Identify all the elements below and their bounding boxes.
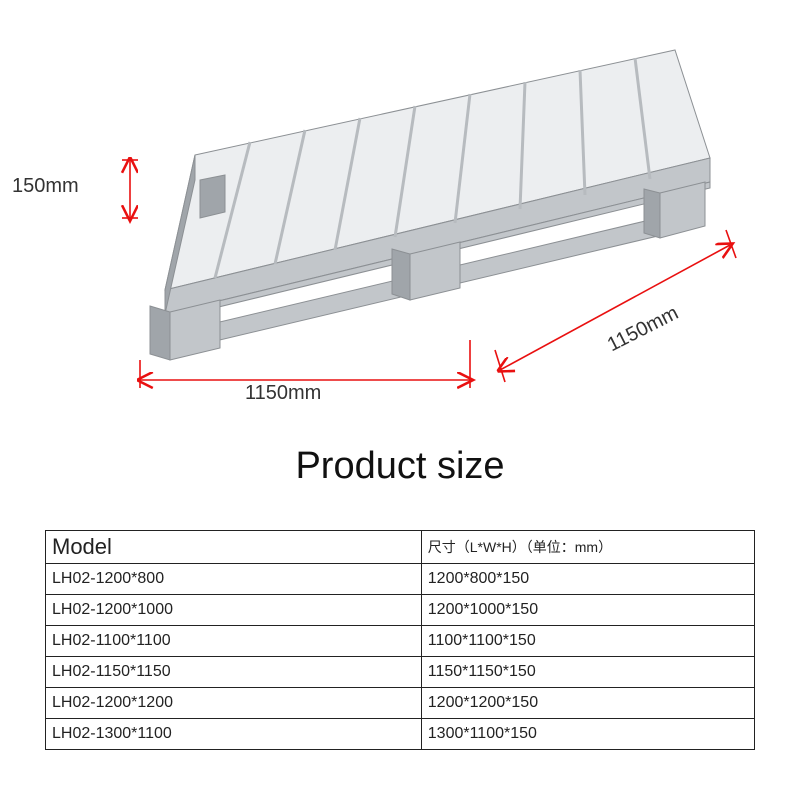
table-row: LH02-1200*12001200*1200*150 — [46, 688, 755, 719]
cell-model: LH02-1100*1100 — [46, 626, 422, 657]
table-row: LH02-1300*11001300*1100*150 — [46, 719, 755, 750]
cell-model: LH02-1200*1000 — [46, 595, 422, 626]
size-table-element: Model 尺寸（L*W*H）（单位：mm） LH02-1200*8001200… — [45, 530, 755, 750]
size-table: Model 尺寸（L*W*H）（单位：mm） LH02-1200*8001200… — [45, 530, 755, 750]
cell-model: LH02-1150*1150 — [46, 657, 422, 688]
pallet-svg — [50, 30, 750, 400]
width-label: 1150mm — [245, 382, 321, 405]
table-header-row: Model 尺寸（L*W*H）（单位：mm） — [46, 531, 755, 564]
pallet-shape — [150, 50, 710, 360]
cell-model: LH02-1300*1100 — [46, 719, 422, 750]
cell-size: 1100*1100*150 — [421, 626, 754, 657]
table-row: LH02-1100*11001100*1100*150 — [46, 626, 755, 657]
table-row: LH02-1200*10001200*1000*150 — [46, 595, 755, 626]
col-model-header: Model — [46, 531, 422, 564]
cell-model: LH02-1200*800 — [46, 564, 422, 595]
cell-size: 1150*1150*150 — [421, 657, 754, 688]
cell-size: 1200*1000*150 — [421, 595, 754, 626]
cell-size: 1200*800*150 — [421, 564, 754, 595]
page: 150mm 1150mm 1150mm Product size Model 尺… — [0, 0, 800, 800]
pallet-diagram: 150mm 1150mm 1150mm — [50, 30, 750, 400]
height-label: 150mm — [12, 175, 79, 198]
col-size-header: 尺寸（L*W*H）（单位：mm） — [421, 531, 754, 564]
table-row: LH02-1150*11501150*1150*150 — [46, 657, 755, 688]
section-title: Product size — [0, 445, 800, 488]
cell-size: 1300*1100*150 — [421, 719, 754, 750]
cell-size: 1200*1200*150 — [421, 688, 754, 719]
table-row: LH02-1200*8001200*800*150 — [46, 564, 755, 595]
cell-model: LH02-1200*1200 — [46, 688, 422, 719]
